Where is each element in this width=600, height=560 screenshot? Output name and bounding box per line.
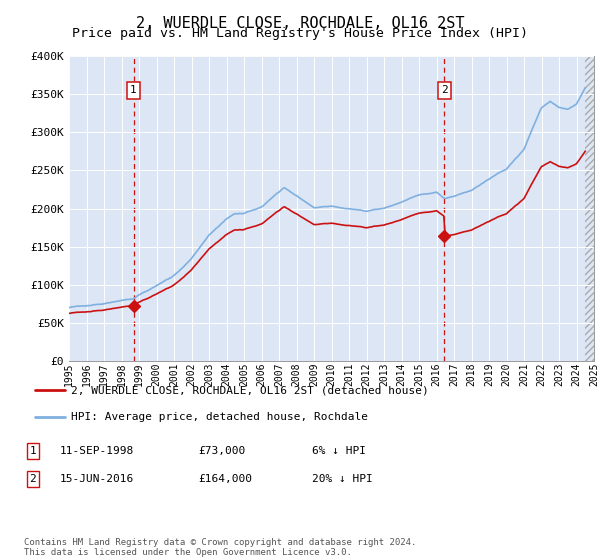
Text: £73,000: £73,000 bbox=[198, 446, 245, 456]
Bar bbox=[585, 56, 594, 361]
Text: 6% ↓ HPI: 6% ↓ HPI bbox=[312, 446, 366, 456]
Text: 2, WUERDLE CLOSE, ROCHDALE, OL16 2ST (detached house): 2, WUERDLE CLOSE, ROCHDALE, OL16 2ST (de… bbox=[71, 385, 428, 395]
Text: 2: 2 bbox=[29, 474, 37, 484]
Text: Contains HM Land Registry data © Crown copyright and database right 2024.
This d: Contains HM Land Registry data © Crown c… bbox=[24, 538, 416, 557]
Text: 11-SEP-1998: 11-SEP-1998 bbox=[60, 446, 134, 456]
Text: 15-JUN-2016: 15-JUN-2016 bbox=[60, 474, 134, 484]
Text: HPI: Average price, detached house, Rochdale: HPI: Average price, detached house, Roch… bbox=[71, 412, 368, 422]
Text: Price paid vs. HM Land Registry's House Price Index (HPI): Price paid vs. HM Land Registry's House … bbox=[72, 27, 528, 40]
Text: £164,000: £164,000 bbox=[198, 474, 252, 484]
Text: 1: 1 bbox=[29, 446, 37, 456]
Text: 20% ↓ HPI: 20% ↓ HPI bbox=[312, 474, 373, 484]
Text: 1: 1 bbox=[130, 85, 137, 95]
Text: 2: 2 bbox=[441, 85, 448, 95]
Text: 2, WUERDLE CLOSE, ROCHDALE, OL16 2ST: 2, WUERDLE CLOSE, ROCHDALE, OL16 2ST bbox=[136, 16, 464, 31]
